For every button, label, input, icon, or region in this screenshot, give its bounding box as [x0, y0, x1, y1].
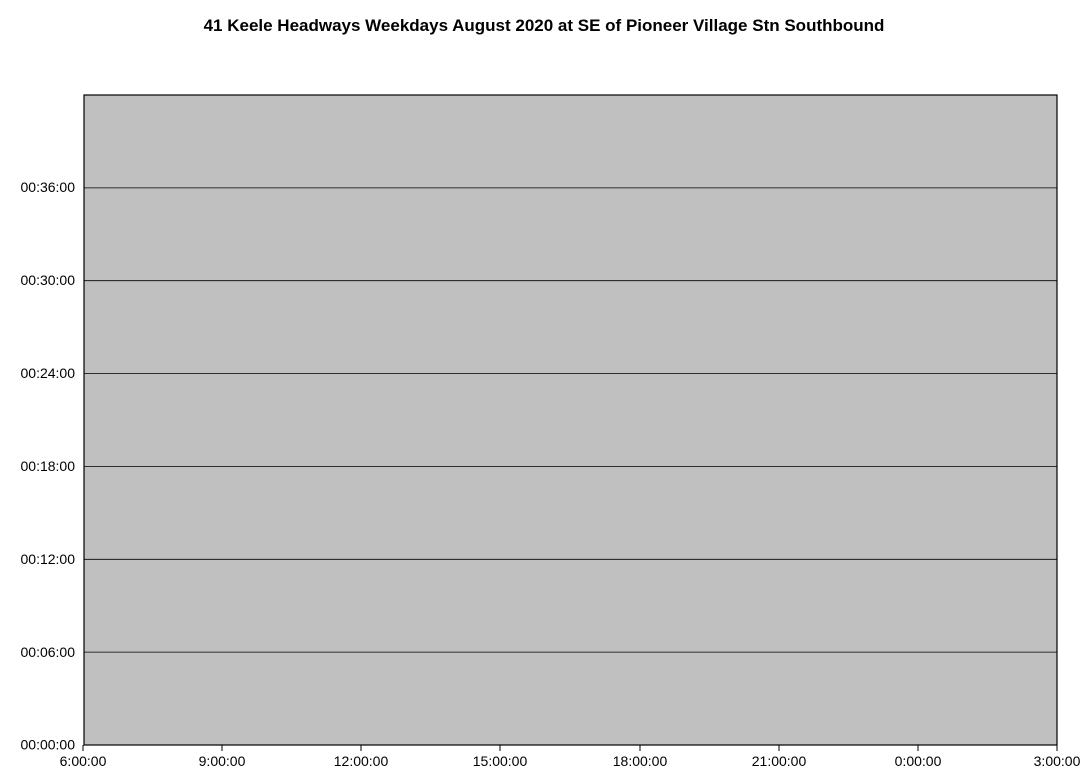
svg-text:3:00:00: 3:00:00 — [1034, 753, 1081, 769]
svg-text:18:00:00: 18:00:00 — [613, 753, 668, 769]
svg-text:0:00:00: 0:00:00 — [895, 753, 942, 769]
svg-text:00:00:00: 00:00:00 — [21, 737, 76, 753]
svg-text:6:00:00: 6:00:00 — [60, 753, 107, 769]
svg-text:00:12:00: 00:12:00 — [21, 551, 76, 567]
svg-text:00:18:00: 00:18:00 — [21, 458, 76, 474]
svg-text:00:06:00: 00:06:00 — [21, 644, 76, 660]
svg-text:00:24:00: 00:24:00 — [21, 365, 76, 381]
svg-text:15:00:00: 15:00:00 — [473, 753, 528, 769]
svg-text:12:00:00: 12:00:00 — [334, 753, 389, 769]
svg-text:00:30:00: 00:30:00 — [21, 272, 76, 288]
svg-text:21:00:00: 21:00:00 — [752, 753, 807, 769]
svg-text:00:36:00: 00:36:00 — [21, 179, 76, 195]
svg-text:9:00:00: 9:00:00 — [199, 753, 246, 769]
